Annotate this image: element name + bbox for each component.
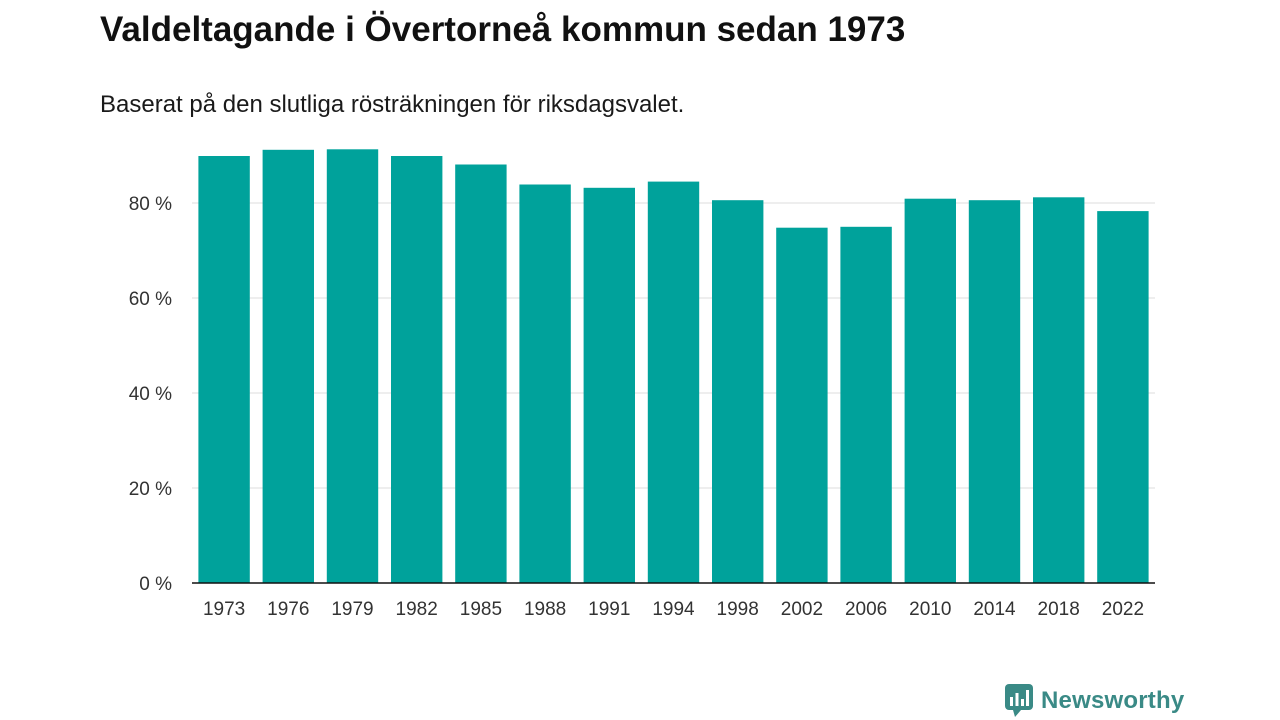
brand-logo: Newsworthy [1005, 684, 1184, 718]
x-tick-label: 2022 [1102, 599, 1144, 620]
bar-1973 [198, 156, 250, 583]
brand-name: Newsworthy [1041, 687, 1185, 714]
bar-2022 [1097, 211, 1149, 583]
y-tick-label: 40 % [129, 384, 172, 405]
x-tick-label: 1985 [460, 599, 502, 620]
y-tick-label: 0 % [139, 574, 172, 595]
bar-1988 [519, 184, 571, 583]
bar-2002 [776, 227, 828, 583]
x-tick-label: 1976 [267, 599, 309, 620]
x-axis-ticks: 1973 1976 1979 1982 1985 1988 1991 1994 1998 2002… [203, 599, 1144, 620]
bar-2018 [1033, 197, 1085, 584]
bars [198, 149, 1149, 584]
x-tick-label: 2014 [973, 599, 1016, 620]
bar-1998 [712, 200, 764, 583]
x-tick-label: 1991 [588, 599, 630, 620]
x-tick-label: 1994 [652, 599, 695, 620]
bar-1976 [262, 149, 314, 584]
newsworthy-logo-icon [1005, 684, 1033, 717]
y-tick-label: 80 % [129, 194, 172, 215]
bar-1982 [391, 156, 443, 583]
bar-2014 [968, 200, 1021, 583]
bar-2010 [904, 198, 956, 583]
chart-subtitle: Baserat på den slutliga rösträkningen fö… [100, 91, 685, 118]
bar-1994 [647, 181, 700, 583]
bar-1979 [326, 149, 379, 584]
x-tick-label: 1988 [524, 599, 566, 620]
x-tick-label: 1982 [396, 599, 438, 620]
x-tick-label: 2002 [781, 599, 823, 620]
x-tick-label: 1973 [203, 599, 245, 620]
y-tick-label: 60 % [129, 289, 172, 310]
bar-1991 [583, 187, 635, 584]
x-tick-label: 2018 [1038, 599, 1080, 620]
y-tick-label: 20 % [129, 479, 172, 500]
bar-2006 [840, 226, 892, 584]
x-tick-label: 2010 [909, 599, 951, 620]
chart-title: Valdeltagande i Övertorneå kommun sedan … [100, 10, 906, 49]
x-tick-label: 2006 [845, 599, 887, 620]
x-tick-label: 1998 [717, 599, 759, 620]
y-axis-ticks: 0 % 20 % 40 % 60 % 80 % [129, 194, 172, 595]
x-tick-label: 1979 [331, 599, 373, 620]
bar-1985 [455, 164, 507, 583]
